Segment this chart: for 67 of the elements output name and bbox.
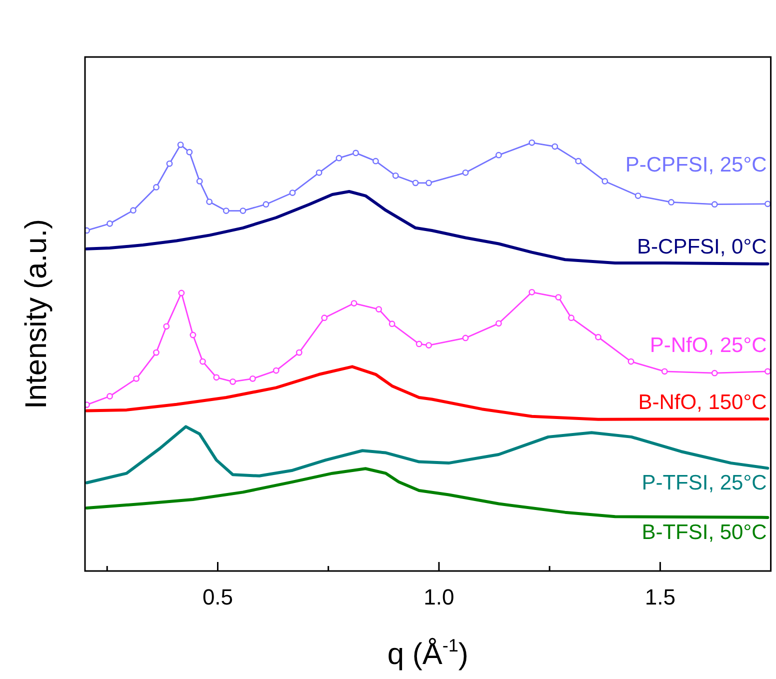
point xyxy=(595,334,602,340)
point xyxy=(336,154,342,162)
point xyxy=(106,393,113,400)
point xyxy=(462,334,469,342)
point xyxy=(764,368,771,375)
point xyxy=(764,200,771,208)
point xyxy=(350,300,358,306)
point xyxy=(711,201,718,208)
point xyxy=(568,314,574,322)
x-tick-label: 1.0 xyxy=(424,584,454,610)
point xyxy=(634,192,642,199)
point xyxy=(289,190,296,196)
point xyxy=(372,158,379,164)
point xyxy=(130,207,136,214)
point xyxy=(230,378,236,385)
point xyxy=(213,374,220,381)
point xyxy=(178,290,185,296)
point xyxy=(262,201,270,208)
point xyxy=(352,150,359,156)
point xyxy=(153,349,160,356)
point xyxy=(392,172,399,179)
point xyxy=(528,139,536,146)
point xyxy=(222,208,230,214)
point xyxy=(426,180,432,186)
point xyxy=(711,370,718,376)
series-label: P-CPFSI, 25°C xyxy=(625,154,767,177)
point xyxy=(552,143,558,150)
point xyxy=(249,375,256,382)
point xyxy=(166,160,173,167)
point xyxy=(316,169,322,176)
series-label: P-NfO, 25°C xyxy=(650,334,767,357)
point xyxy=(426,342,432,348)
point xyxy=(196,178,203,184)
point xyxy=(153,184,160,190)
point xyxy=(376,306,382,312)
point xyxy=(388,320,396,328)
point xyxy=(628,358,634,365)
point xyxy=(190,332,196,338)
point xyxy=(528,288,536,296)
point xyxy=(575,158,582,164)
series-label: B-NfO, 150°C xyxy=(638,391,767,414)
point xyxy=(133,375,140,382)
point xyxy=(416,340,422,348)
point xyxy=(163,323,170,330)
point xyxy=(206,198,213,205)
point xyxy=(495,320,502,327)
point xyxy=(495,152,502,158)
x-tick-label: 0.5 xyxy=(202,584,234,610)
series-label: B-TFSI, 50°C xyxy=(642,520,767,544)
point xyxy=(272,367,280,374)
series-label: P-TFSI, 25°C xyxy=(642,471,767,494)
point xyxy=(186,148,193,156)
series-label: B-CPFSI, 0°C xyxy=(637,235,767,258)
point xyxy=(199,358,206,365)
point xyxy=(661,368,668,375)
point xyxy=(555,294,562,300)
point xyxy=(462,169,469,176)
point xyxy=(412,180,419,186)
point xyxy=(296,349,302,356)
point xyxy=(106,220,113,227)
point xyxy=(668,199,674,206)
point xyxy=(177,142,184,148)
point xyxy=(321,314,328,322)
point xyxy=(602,178,608,184)
y-axis-title: Intensity (a.u.) xyxy=(20,218,53,410)
x-tick-label: 1.5 xyxy=(644,584,676,610)
point xyxy=(240,208,246,214)
